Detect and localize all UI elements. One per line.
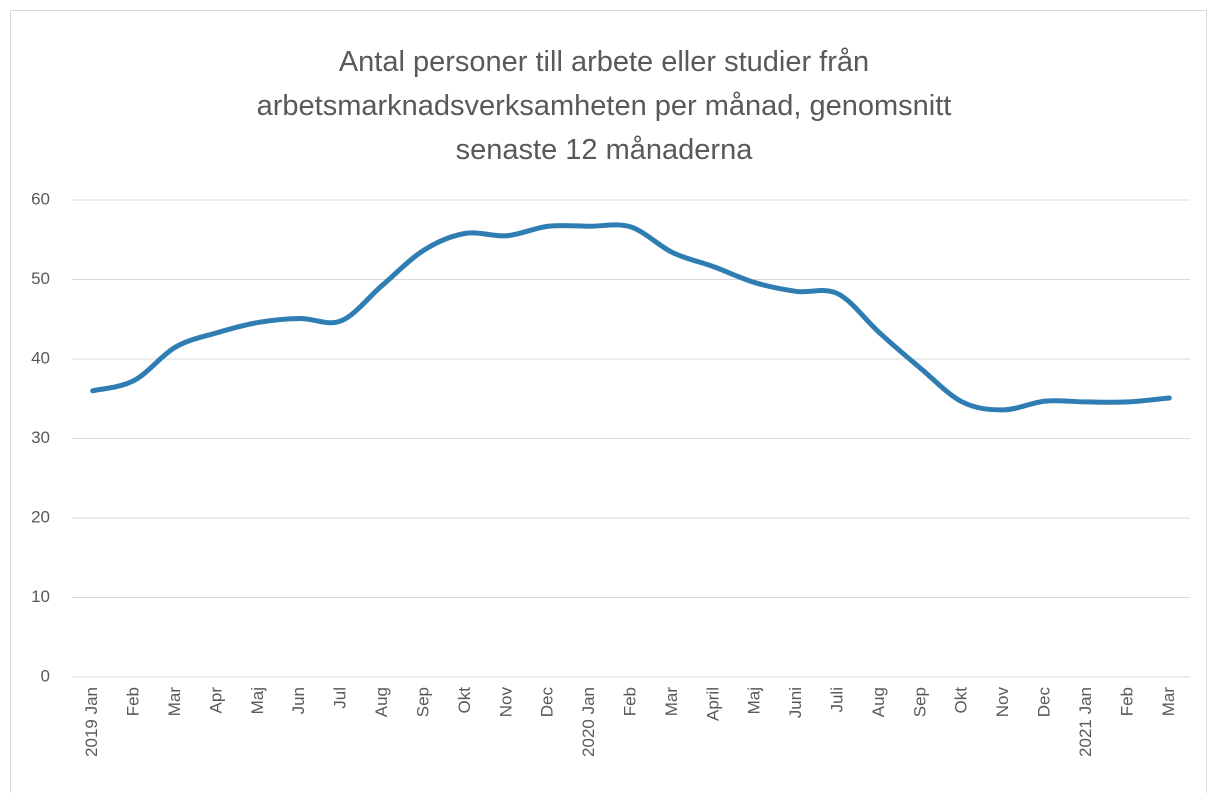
x-tick-label: Feb	[620, 687, 639, 716]
y-tick-label: 50	[31, 269, 50, 288]
y-tick-label: 20	[31, 507, 50, 526]
x-tick-label: Aug	[869, 687, 888, 717]
x-tick-label: Nov	[993, 687, 1012, 718]
x-tick-label: Jun	[289, 687, 308, 714]
x-tick-label: April	[703, 687, 722, 721]
x-tick-label: Sep	[910, 687, 929, 717]
x-tick-label: Dec	[538, 687, 557, 718]
x-tick-label: Feb	[1117, 687, 1136, 716]
x-tick-label: Jul	[331, 687, 350, 709]
x-tick-label: Juli	[828, 687, 847, 713]
y-tick-label: 10	[31, 587, 50, 606]
data-line	[90, 222, 1172, 413]
x-tick-label: Aug	[372, 687, 391, 717]
x-tick-label: 2021 Jan	[1076, 687, 1095, 757]
chart-border	[10, 10, 1207, 793]
x-tick-label: Nov	[496, 687, 515, 718]
y-tick-label: 60	[31, 189, 50, 208]
y-tick-label: 0	[41, 666, 50, 685]
x-tick-label: Feb	[124, 687, 143, 716]
x-tick-label: Apr	[206, 687, 225, 714]
x-tick-label: Mar	[662, 687, 681, 717]
y-tick-label: 30	[31, 428, 50, 447]
chart-title: Antal personer till arbete eller studier…	[256, 46, 952, 166]
x-tick-label: Juni	[786, 687, 805, 718]
x-tick-label: 2019 Jan	[82, 687, 101, 757]
x-tick-label: Mar	[1159, 687, 1178, 717]
x-tick-label: Mar	[165, 687, 184, 717]
x-tick-label: Maj	[248, 687, 267, 714]
x-tick-label: Okt	[952, 687, 971, 714]
x-tick-label: Okt	[455, 687, 474, 714]
x-tick-label: Dec	[1035, 687, 1054, 718]
x-tick-label: Maj	[745, 687, 764, 714]
x-tick-label: 2020 Jan	[579, 687, 598, 757]
y-tick-label: 40	[31, 348, 50, 367]
x-tick-label: Sep	[413, 687, 432, 717]
